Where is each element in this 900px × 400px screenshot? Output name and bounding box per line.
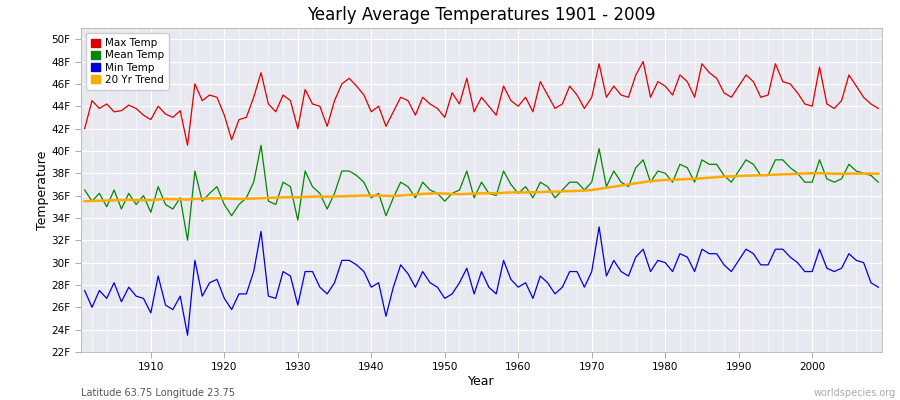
Text: worldspecies.org: worldspecies.org <box>814 388 896 398</box>
Y-axis label: Temperature: Temperature <box>36 150 49 230</box>
X-axis label: Year: Year <box>468 375 495 388</box>
Legend: Max Temp, Mean Temp, Min Temp, 20 Yr Trend: Max Temp, Mean Temp, Min Temp, 20 Yr Tre… <box>86 33 169 90</box>
Text: Latitude 63.75 Longitude 23.75: Latitude 63.75 Longitude 23.75 <box>81 388 235 398</box>
Title: Yearly Average Temperatures 1901 - 2009: Yearly Average Temperatures 1901 - 2009 <box>307 6 656 24</box>
